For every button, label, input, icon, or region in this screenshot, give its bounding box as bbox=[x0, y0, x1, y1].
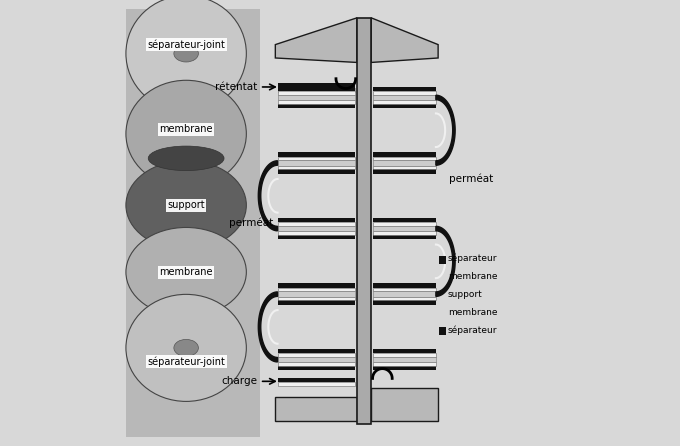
Bar bbox=[277, 95, 355, 100]
Bar bbox=[277, 87, 355, 91]
Bar bbox=[277, 88, 355, 92]
Bar bbox=[373, 104, 436, 108]
Text: séparateur: séparateur bbox=[448, 254, 498, 264]
Bar bbox=[373, 235, 436, 240]
Bar bbox=[373, 226, 436, 231]
Bar bbox=[373, 301, 436, 305]
Bar bbox=[373, 357, 436, 362]
Text: séparateur-joint: séparateur-joint bbox=[147, 39, 225, 50]
Text: membrane: membrane bbox=[448, 272, 498, 281]
Ellipse shape bbox=[126, 161, 246, 250]
Bar bbox=[373, 166, 436, 169]
Bar bbox=[373, 349, 436, 353]
Bar bbox=[373, 100, 436, 104]
Bar bbox=[277, 357, 355, 362]
Bar bbox=[277, 218, 355, 223]
Ellipse shape bbox=[148, 146, 224, 170]
Ellipse shape bbox=[126, 80, 246, 187]
Ellipse shape bbox=[126, 294, 246, 401]
Polygon shape bbox=[275, 18, 357, 62]
Ellipse shape bbox=[126, 227, 246, 317]
Bar bbox=[373, 223, 436, 226]
Text: séparateur: séparateur bbox=[448, 325, 498, 335]
Bar bbox=[371, 388, 438, 421]
Text: perméat: perméat bbox=[229, 218, 273, 228]
Bar bbox=[277, 104, 355, 108]
Bar bbox=[277, 382, 355, 386]
Bar bbox=[277, 349, 355, 353]
Bar bbox=[357, 18, 371, 424]
Text: support: support bbox=[167, 200, 205, 210]
Bar bbox=[373, 95, 436, 100]
Bar bbox=[373, 160, 436, 166]
Ellipse shape bbox=[174, 339, 199, 356]
Bar bbox=[277, 166, 355, 169]
Bar bbox=[277, 223, 355, 226]
Bar bbox=[373, 366, 436, 370]
Text: charge: charge bbox=[222, 376, 258, 386]
Bar bbox=[373, 231, 436, 235]
Bar bbox=[373, 218, 436, 223]
Polygon shape bbox=[436, 227, 455, 296]
Polygon shape bbox=[258, 292, 277, 362]
Bar bbox=[277, 157, 355, 161]
Bar bbox=[277, 297, 355, 301]
Bar bbox=[373, 292, 436, 297]
Polygon shape bbox=[258, 161, 277, 231]
Bar bbox=[373, 362, 436, 366]
Bar bbox=[277, 288, 355, 292]
Polygon shape bbox=[371, 18, 438, 62]
Bar bbox=[277, 235, 355, 240]
Bar bbox=[277, 160, 355, 166]
Bar bbox=[373, 153, 436, 157]
Ellipse shape bbox=[174, 45, 199, 62]
Bar bbox=[277, 231, 355, 235]
Bar bbox=[126, 9, 260, 437]
Bar bbox=[277, 284, 355, 288]
Bar bbox=[277, 100, 355, 104]
Text: membrane: membrane bbox=[448, 308, 498, 317]
Bar bbox=[277, 91, 355, 95]
Text: support: support bbox=[448, 290, 483, 299]
Bar bbox=[277, 292, 355, 297]
Bar bbox=[439, 327, 445, 335]
Bar bbox=[373, 297, 436, 301]
Bar bbox=[373, 353, 436, 357]
Text: séparateur-joint: séparateur-joint bbox=[147, 356, 225, 367]
Bar bbox=[277, 153, 355, 157]
Bar bbox=[373, 169, 436, 174]
Bar bbox=[277, 169, 355, 174]
Bar bbox=[277, 378, 355, 382]
Bar bbox=[373, 284, 436, 288]
Bar bbox=[275, 397, 357, 421]
Bar bbox=[277, 301, 355, 305]
Bar bbox=[373, 288, 436, 292]
Bar bbox=[439, 256, 445, 264]
Bar bbox=[373, 157, 436, 161]
Bar bbox=[277, 226, 355, 231]
Bar bbox=[277, 83, 355, 88]
Text: perméat: perméat bbox=[449, 173, 494, 184]
Polygon shape bbox=[436, 95, 455, 165]
Bar bbox=[277, 366, 355, 370]
Bar bbox=[373, 87, 436, 91]
Ellipse shape bbox=[126, 0, 246, 112]
Bar bbox=[373, 91, 436, 95]
Text: rétentat: rétentat bbox=[216, 82, 258, 92]
Text: membrane: membrane bbox=[159, 124, 213, 134]
Bar bbox=[277, 362, 355, 366]
Bar bbox=[277, 353, 355, 357]
Text: membrane: membrane bbox=[159, 267, 213, 277]
